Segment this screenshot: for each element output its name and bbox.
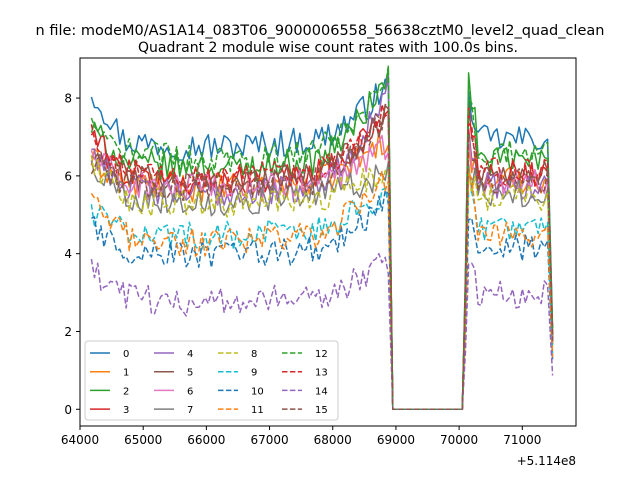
series-line-13 <box>90 103 554 411</box>
y-tick-label: 8 <box>64 92 72 106</box>
x-tick-label: 64000 <box>61 433 99 447</box>
x-axis: 64000 65000 66000 67000 68000 69000 70000 71000 <box>61 426 541 447</box>
series-line-15 <box>90 103 554 411</box>
legend-label-14: 14 <box>315 386 328 397</box>
series-line-12 <box>90 65 554 411</box>
series-line-14 <box>90 252 554 411</box>
legend-label-4: 4 <box>187 349 193 360</box>
figure-suptitle: n file: modeM0/AS1A14_083T06_9000006558_… <box>36 23 605 39</box>
y-tick-label: 2 <box>64 325 72 339</box>
legend-label-7: 7 <box>187 405 193 416</box>
legend-label-9: 9 <box>251 368 257 379</box>
legend-label-0: 0 <box>123 349 129 360</box>
legend-label-13: 13 <box>315 368 328 379</box>
y-tick-label: 0 <box>64 403 72 417</box>
series-line-9 <box>90 187 554 411</box>
x-tick-label: 69000 <box>377 433 415 447</box>
legend-label-15: 15 <box>315 405 328 416</box>
x-tick-label: 67000 <box>250 433 288 447</box>
legend-label-2: 2 <box>123 386 129 397</box>
series-line-2 <box>90 66 554 411</box>
legend-label-10: 10 <box>251 386 264 397</box>
x-tick-label: 71000 <box>503 433 541 447</box>
x-tick-label: 68000 <box>314 433 352 447</box>
series-line-10 <box>91 189 554 411</box>
x-tick-label: 66000 <box>187 433 225 447</box>
x-offset-label: +5.114e8 <box>517 454 576 468</box>
y-tick-label: 4 <box>64 247 72 261</box>
x-tick-label: 65000 <box>124 433 162 447</box>
legend-label-1: 1 <box>123 368 129 379</box>
y-axis: 0 2 4 6 8 <box>64 92 80 417</box>
series-layer <box>90 65 554 411</box>
legend-label-8: 8 <box>251 349 257 360</box>
y-tick-label: 6 <box>64 169 72 183</box>
legend-label-11: 11 <box>251 405 264 416</box>
legend-label-5: 5 <box>187 368 193 379</box>
chart-title: Quadrant 2 module wise count rates with … <box>138 40 518 56</box>
legend-label-12: 12 <box>315 349 328 360</box>
legend-box <box>84 340 339 421</box>
series-line-11 <box>90 170 554 411</box>
legend-label-6: 6 <box>187 386 193 397</box>
axes-frame <box>79 57 577 427</box>
x-tick-label: 70000 <box>440 433 478 447</box>
legend-label-3: 3 <box>123 405 129 416</box>
